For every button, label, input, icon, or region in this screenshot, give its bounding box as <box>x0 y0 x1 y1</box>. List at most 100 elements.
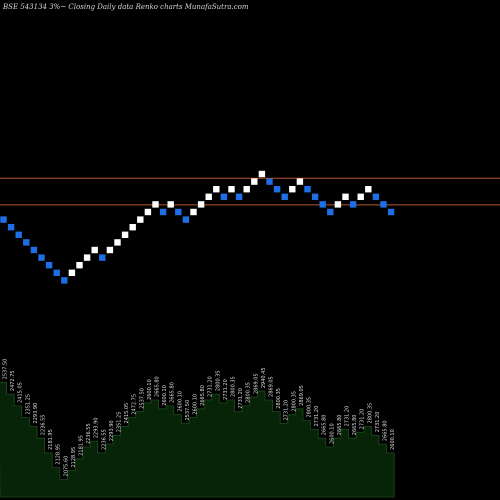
renko-brick-up <box>357 193 364 200</box>
price-label: 2731.20 <box>208 376 214 397</box>
renko-brick-up <box>68 269 76 276</box>
price-label: 2800.35 <box>246 382 252 403</box>
renko-brick-up <box>228 186 235 193</box>
price-label: 2665.80 <box>200 385 206 406</box>
price-label: 2800.35 <box>215 370 221 391</box>
price-label: 2600.10 <box>147 379 153 400</box>
price-label: 2800.35 <box>231 376 237 397</box>
renko-brick-up <box>114 239 121 246</box>
renko-brick-down <box>304 186 311 193</box>
renko-brick-down <box>15 231 22 238</box>
price-label: 2351.25 <box>117 412 123 433</box>
price-label: 2537.50 <box>3 359 9 380</box>
price-label: 2869.05 <box>299 385 305 406</box>
renko-brick-down <box>61 277 68 284</box>
reference-line-layer <box>0 177 500 206</box>
price-label: 2351.25 <box>25 394 31 415</box>
price-label: 2181.95 <box>48 429 54 450</box>
price-label: 2731.20 <box>360 409 366 430</box>
renko-brick-up <box>334 201 342 208</box>
price-label: 2236.55 <box>101 429 107 450</box>
renko-brick-down <box>182 216 190 223</box>
price-label: 2537.50 <box>139 388 145 409</box>
price-label: 2181.95 <box>79 435 85 456</box>
renko-brick-down <box>266 178 273 185</box>
price-label: 2128.95 <box>56 444 62 465</box>
renko-brick-down <box>235 193 243 200</box>
price-label: 2731.20 <box>345 406 351 427</box>
price-label: 2600.10 <box>177 391 183 412</box>
renko-brick-down <box>349 201 357 208</box>
price-label: 2665.80 <box>352 415 358 436</box>
price-label: 2731.20 <box>314 406 320 427</box>
renko-brick-down <box>0 216 7 223</box>
renko-brick-up <box>121 231 129 238</box>
price-label: 2600.10 <box>329 423 335 444</box>
price-label: 2236.55 <box>41 415 47 436</box>
renko-brick-up <box>137 216 144 223</box>
chart-header: BSE 543134 3%~ Closing Daily data Renko … <box>3 3 249 11</box>
renko-brick-up <box>251 178 258 185</box>
renko-brick-up <box>144 208 152 216</box>
price-label: 2293.90 <box>94 417 100 438</box>
renko-brick-down <box>319 201 326 208</box>
renko-brick-up <box>106 246 114 254</box>
price-label: 2731.20 <box>284 400 290 421</box>
price-label: 2600.10 <box>193 394 199 415</box>
renko-brick-up <box>258 170 266 178</box>
price-label: 2472.75 <box>132 394 138 415</box>
renko-brick-down <box>372 193 380 200</box>
price-label: 2600.10 <box>390 429 396 450</box>
renko-brick-up <box>213 186 220 193</box>
renko-brick-down <box>220 193 228 200</box>
renko-brick-up <box>91 246 98 254</box>
price-label: 2665.80 <box>383 420 389 441</box>
renko-brick-up <box>83 254 91 261</box>
renko-brick-down <box>38 254 45 261</box>
price-label: 2665.80 <box>337 415 343 436</box>
price-label: 2731.20 <box>238 388 244 409</box>
price-label: 2665.80 <box>155 376 161 397</box>
renko-brick-up <box>167 201 174 208</box>
renko-brick-down <box>159 208 167 216</box>
price-label: 2075.60 <box>63 456 69 477</box>
price-label: 2293.90 <box>33 403 39 424</box>
price-label: 2869.05 <box>269 376 275 397</box>
renko-brick-down <box>45 262 53 269</box>
renko-brick-down <box>30 246 38 254</box>
renko-brick-up <box>129 224 136 231</box>
price-label: 2800.35 <box>291 391 297 412</box>
renko-brick-up <box>342 193 349 200</box>
price-label: 2940.45 <box>261 367 267 388</box>
price-label: 2537.50 <box>185 400 191 421</box>
price-label: 2731.20 <box>223 379 229 400</box>
renko-brick-up <box>152 201 159 208</box>
renko-brick-down <box>273 186 281 193</box>
renko-brick-up <box>243 186 250 193</box>
price-label: 2128.95 <box>71 447 77 468</box>
price-label: 2600.10 <box>162 385 168 406</box>
price-label: 2665.80 <box>170 382 176 403</box>
price-label: 2293.90 <box>109 420 115 441</box>
price-label: 2731.20 <box>375 412 381 433</box>
price-label: 2415.05 <box>124 403 130 424</box>
renko-brick-up <box>365 186 372 193</box>
renko-brick-down <box>23 239 30 246</box>
renko-brick-up <box>76 262 83 269</box>
renko-brick-down <box>380 201 387 208</box>
renko-brick-up <box>205 193 212 200</box>
price-label: 2800.35 <box>367 403 373 424</box>
renko-brick-down <box>281 193 288 200</box>
renko-brick-down <box>175 208 182 216</box>
price-label: 2800.35 <box>276 388 282 409</box>
renko-brick-up <box>296 178 304 185</box>
volume-layer <box>0 381 395 498</box>
renko-brick-up <box>190 208 197 216</box>
price-label: 2472.75 <box>10 370 16 391</box>
volume-area <box>0 381 395 498</box>
price-label: 2800.35 <box>307 397 313 418</box>
renko-brick-up <box>197 201 205 208</box>
brick-layer <box>0 170 395 284</box>
